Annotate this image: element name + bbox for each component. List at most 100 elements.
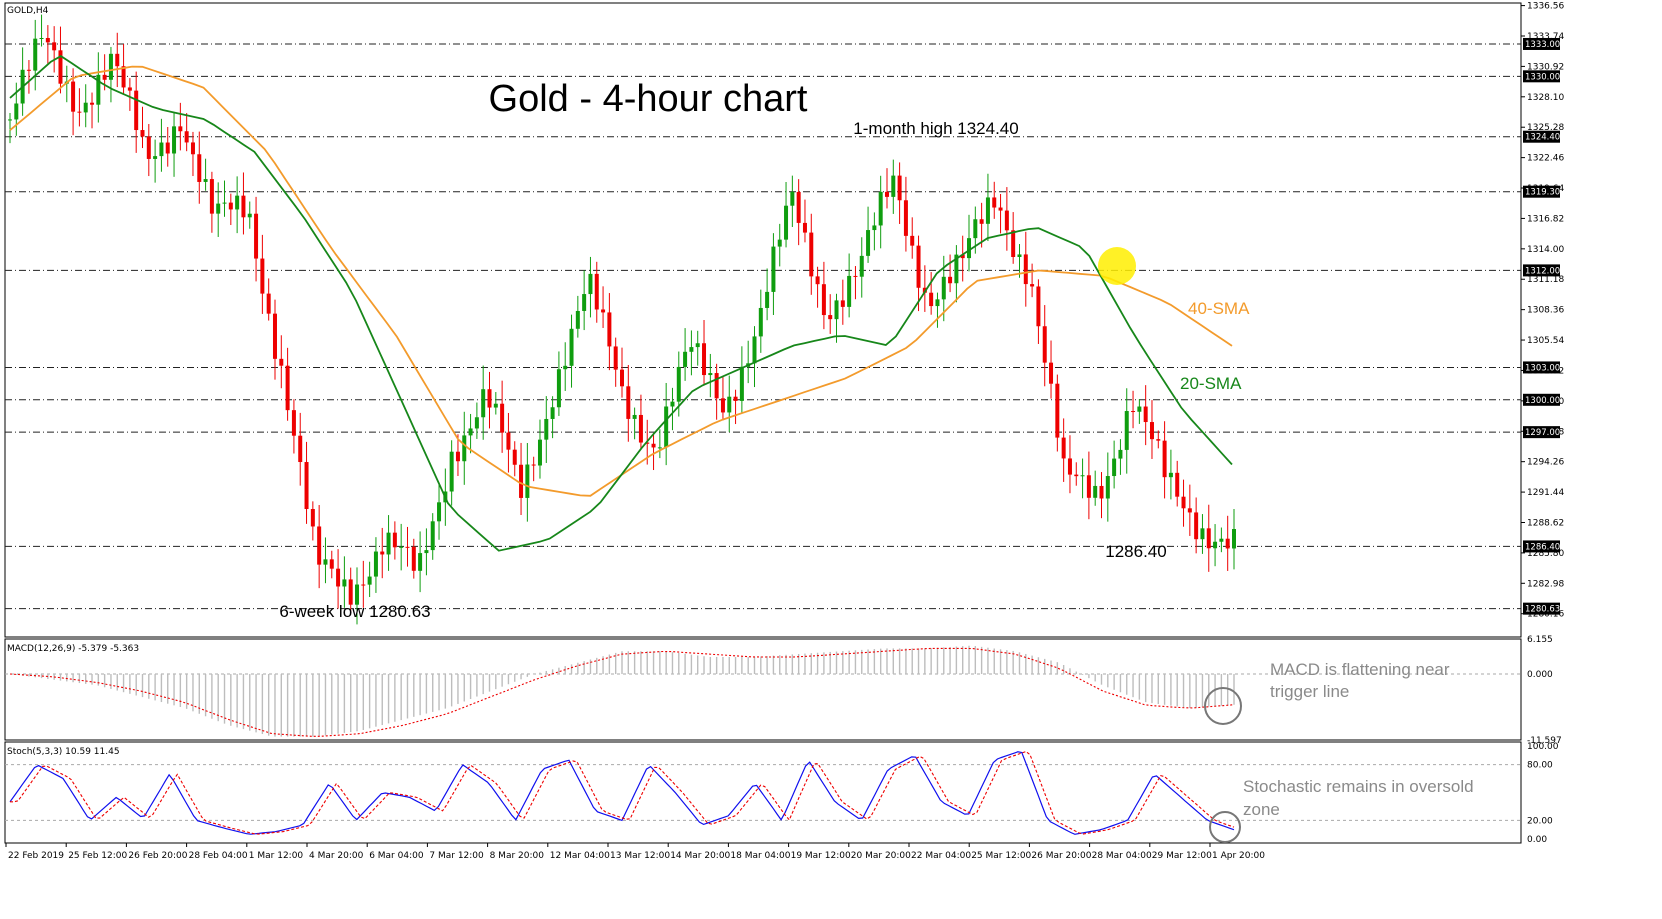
candle-body	[525, 464, 530, 498]
candle-body	[310, 509, 315, 527]
time-tick-label: 19 Mar 12:00	[791, 851, 851, 861]
candle-body	[954, 254, 959, 284]
candle-body	[519, 464, 524, 498]
stoch-k-line	[9, 751, 1235, 835]
candle-body	[884, 191, 889, 197]
candle-body	[184, 131, 189, 143]
time-tick-label: 26 Feb 20:00	[128, 851, 187, 861]
candle-body	[834, 300, 839, 320]
level-label: 1280.63	[1525, 605, 1560, 615]
candle-body	[828, 315, 833, 320]
candle-body	[304, 462, 309, 510]
candle-body	[948, 276, 953, 284]
stoch-d-line	[10, 750, 1235, 835]
candle-body	[575, 310, 580, 329]
candle-body	[1086, 475, 1091, 498]
candle-body	[556, 369, 561, 408]
level-label: 1300.00	[1525, 396, 1560, 406]
candle-body	[140, 130, 145, 137]
time-tick-label: 18 Mar 04:00	[730, 851, 790, 861]
stoch-tick-label: 80.00	[1527, 761, 1553, 771]
candle-body	[847, 275, 852, 307]
candle-body	[474, 417, 479, 429]
candle-body	[935, 299, 940, 307]
candle-body	[455, 451, 460, 462]
time-tick-label: 28 Mar 04:00	[1092, 851, 1152, 861]
candle-body	[979, 219, 984, 224]
price-tick-label: 1288.62	[1527, 518, 1564, 528]
stoch-label: Stoch(5,3,3) 10.59 11.45	[7, 747, 120, 757]
candle-body	[1067, 458, 1072, 475]
macd-annotation-line1: MACD is flattening near	[1270, 660, 1450, 679]
candle-body	[14, 103, 19, 120]
candle-body	[45, 38, 50, 43]
candle-body	[247, 213, 252, 218]
candle-body	[1080, 475, 1085, 477]
candle-body	[71, 81, 76, 112]
candle-body	[1105, 476, 1110, 499]
candle-body	[165, 142, 170, 154]
current-level-annotation: 1286.40	[1105, 542, 1166, 561]
candle-body	[1213, 541, 1218, 549]
candle-body	[702, 343, 707, 376]
price-tick-label: 1336.56	[1527, 2, 1564, 12]
macd-panel-frame	[4, 638, 1522, 741]
candle-body	[134, 90, 139, 131]
candle-body	[840, 300, 845, 307]
level-label: 1324.40	[1525, 133, 1560, 143]
candle-body	[222, 202, 227, 204]
candle-body	[1156, 439, 1161, 441]
level-label: 1330.00	[1525, 72, 1560, 82]
candle-body	[815, 276, 820, 285]
candle-body	[235, 195, 240, 210]
candle-body	[190, 142, 195, 155]
time-tick-label: 4 Mar 20:00	[309, 851, 364, 861]
candle-body	[203, 179, 208, 182]
symbol-label: GOLD,H4	[7, 6, 49, 16]
candle-body	[241, 195, 246, 218]
candle-body	[537, 439, 542, 466]
candle-body	[209, 179, 214, 214]
price-tick-label: 1314.00	[1527, 245, 1564, 255]
price-tick-label: 1280.16	[1527, 610, 1564, 620]
candle-body	[1149, 422, 1154, 440]
sma-crossover-marker	[1098, 247, 1136, 285]
candle-body	[607, 312, 612, 347]
macd-tick-label: 0.000	[1527, 670, 1553, 680]
candle-body	[1162, 440, 1167, 478]
candle-body	[424, 550, 429, 554]
candle-body	[771, 246, 776, 292]
time-tick-label: 25 Mar 12:00	[971, 851, 1031, 861]
price-tick-label: 1325.28	[1527, 123, 1564, 133]
level-label: 1333.00	[1525, 40, 1560, 50]
candle-body	[708, 373, 713, 376]
candle-body	[386, 532, 391, 555]
candle-body	[1143, 406, 1148, 423]
candle-body	[392, 532, 397, 548]
level-label: 1303.00	[1525, 363, 1560, 373]
price-tick-label: 1305.54	[1527, 336, 1564, 346]
candle-body	[1049, 362, 1054, 384]
candle-body	[329, 559, 334, 569]
candle-body	[714, 373, 719, 399]
time-tick-label: 29 Mar 12:00	[1152, 851, 1212, 861]
price-tick-label: 1285.80	[1527, 549, 1564, 559]
candle-body	[550, 407, 555, 419]
candle-body	[802, 222, 807, 233]
price-tick-label: 1294.26	[1527, 458, 1564, 468]
candle-body	[96, 74, 101, 105]
candle-body	[216, 203, 221, 214]
candle-body	[796, 191, 801, 223]
candle-body	[853, 275, 858, 277]
time-tick-label: 1 Apr 20:00	[1212, 851, 1265, 861]
candle-body	[1232, 529, 1236, 549]
candle-body	[1017, 254, 1022, 258]
candle-body	[172, 126, 177, 154]
time-tick-label: 1 Mar 12:00	[249, 851, 304, 861]
candle-body	[411, 546, 416, 571]
stoch-tick-label: 20.00	[1527, 816, 1553, 826]
candle-body	[620, 369, 624, 387]
candle-body	[1011, 230, 1016, 258]
time-tick-label: 14 Mar 20:00	[670, 851, 730, 861]
candle-body	[373, 551, 378, 577]
